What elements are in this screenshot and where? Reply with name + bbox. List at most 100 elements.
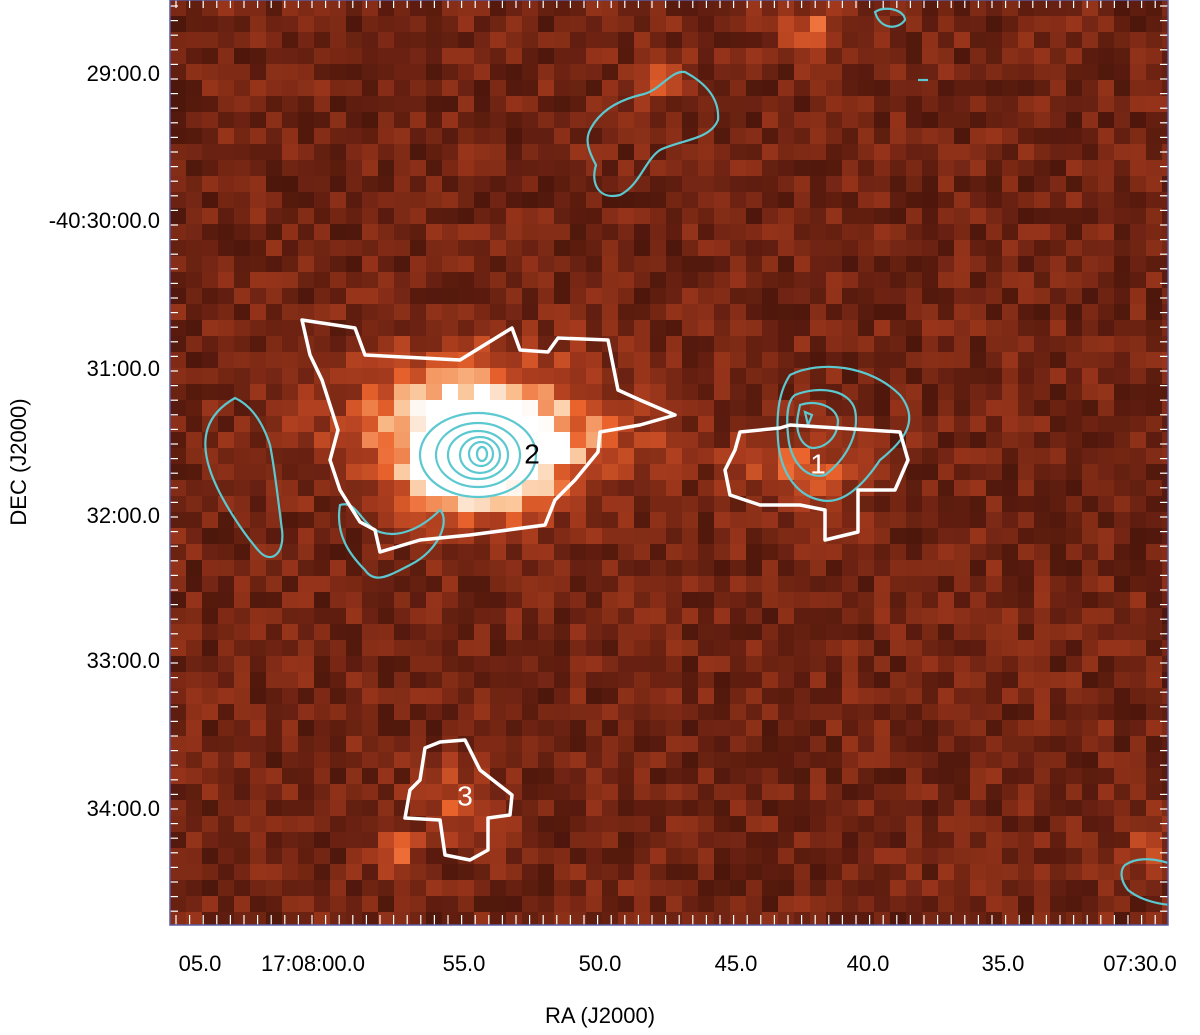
pixel (554, 304, 571, 321)
pixel (778, 16, 795, 33)
pixel (458, 784, 475, 801)
pixel (682, 368, 699, 385)
pixel (874, 704, 891, 721)
pixel (186, 384, 203, 401)
pixel (1162, 176, 1168, 193)
pixel (890, 832, 907, 849)
pixel (970, 480, 987, 497)
pixel (874, 752, 891, 769)
pixel (986, 672, 1003, 689)
pixel (538, 384, 555, 401)
pixel (394, 128, 411, 145)
pixel (554, 912, 571, 925)
pixel (554, 272, 571, 289)
pixel (1114, 688, 1131, 705)
pixel (906, 704, 923, 721)
pixel (442, 240, 459, 257)
pixel (1034, 288, 1051, 305)
pixel (922, 432, 939, 449)
pixel (938, 736, 955, 753)
pixel (650, 128, 667, 145)
pixel (810, 800, 827, 817)
pixel (554, 96, 571, 113)
pixel (666, 352, 683, 369)
pixel (1114, 496, 1131, 513)
pixel (1146, 784, 1163, 801)
pixel (970, 336, 987, 353)
pixel (186, 368, 203, 385)
pixel (490, 912, 507, 925)
pixel (954, 752, 971, 769)
x-tick-label: 17:08:00.0 (261, 951, 365, 976)
pixel (570, 864, 587, 881)
pixel (570, 0, 587, 17)
pixel (410, 880, 427, 897)
pixel (1114, 672, 1131, 689)
pixel (1066, 16, 1083, 33)
pixel (554, 720, 571, 737)
pixel (682, 752, 699, 769)
pixel (1018, 96, 1035, 113)
pixel (698, 720, 715, 737)
pixel (330, 128, 347, 145)
pixel (522, 368, 539, 385)
pixel (1066, 880, 1083, 897)
pixel (1082, 848, 1099, 865)
pixel (730, 160, 747, 177)
pixel (1162, 864, 1168, 881)
pixel (746, 560, 763, 577)
pixel (410, 864, 427, 881)
pixel (1050, 368, 1067, 385)
pixel (426, 304, 443, 321)
pixel (762, 128, 779, 145)
pixel (842, 320, 859, 337)
pixel (362, 688, 379, 705)
pixel (954, 368, 971, 385)
pixel (762, 560, 779, 577)
pixel (202, 816, 219, 833)
pixel (1114, 64, 1131, 81)
pixel (218, 48, 235, 65)
pixel (330, 704, 347, 721)
pixel (1114, 16, 1131, 33)
pixel (1018, 800, 1035, 817)
pixel (874, 496, 891, 513)
pixel (1002, 656, 1019, 673)
pixel (330, 896, 347, 913)
pixel (698, 496, 715, 513)
pixel (666, 896, 683, 913)
pixel (362, 832, 379, 849)
pixel (346, 768, 363, 785)
pixel (746, 400, 763, 417)
pixel (666, 48, 683, 65)
pixel (394, 816, 411, 833)
pixel (522, 864, 539, 881)
pixel (1130, 608, 1147, 625)
pixel (826, 160, 843, 177)
pixel (698, 864, 715, 881)
pixel (938, 816, 955, 833)
pixel (538, 544, 555, 561)
pixel (986, 592, 1003, 609)
pixel (362, 880, 379, 897)
pixel (618, 496, 635, 513)
pixel (410, 0, 427, 17)
pixel (330, 32, 347, 49)
pixel (314, 912, 331, 925)
pixel (186, 704, 203, 721)
pixel (298, 576, 315, 593)
pixel (458, 288, 475, 305)
pixel (394, 160, 411, 177)
pixel (698, 448, 715, 465)
pixel (906, 880, 923, 897)
pixel (538, 560, 555, 577)
pixel (634, 448, 651, 465)
pixel (554, 192, 571, 209)
pixel (266, 560, 283, 577)
pixel (298, 144, 315, 161)
pixel (218, 832, 235, 849)
pixel (954, 576, 971, 593)
pixel (698, 208, 715, 225)
pixel (346, 544, 363, 561)
pixel (410, 800, 427, 817)
